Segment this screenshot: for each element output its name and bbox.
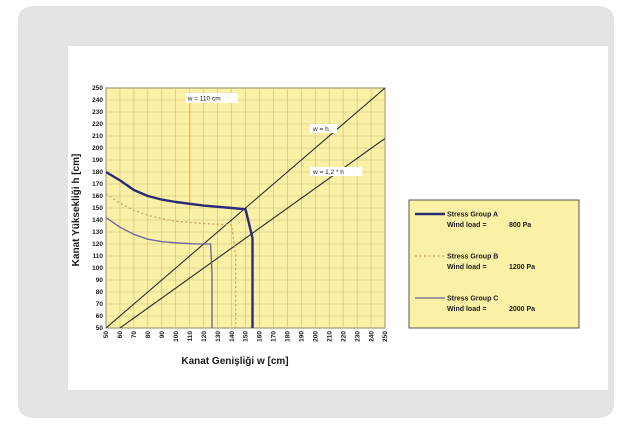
x-tick-label: 240: [368, 331, 375, 342]
x-tick-label: 80: [145, 331, 152, 339]
legend-series-name: Stress Group A: [447, 212, 498, 219]
y-tick-label: 150: [92, 205, 103, 212]
y-tick-label: 200: [92, 145, 103, 152]
x-tick-label: 190: [299, 331, 306, 342]
y-tick-label: 90: [96, 277, 104, 284]
y-tick-label: 180: [92, 169, 103, 176]
y-tick-label: 190: [92, 157, 103, 164]
series-line: [106, 193, 237, 328]
y-tick-label: 110: [93, 253, 104, 260]
x-tick-label: 210: [326, 331, 333, 342]
reference-line-label: w = h: [312, 126, 329, 133]
x-tick-label: 90: [159, 331, 166, 339]
y-tick-label: 170: [92, 181, 103, 188]
y-tick-label: 100: [92, 265, 103, 272]
y-tick-label: 230: [92, 109, 103, 116]
y-tick-label: 70: [96, 301, 104, 308]
annotation-label-bg: [185, 93, 238, 103]
x-axis-title: Kanat Genişliği w [cm]: [181, 356, 288, 367]
x-tick-label: 160: [257, 331, 264, 342]
y-tick-label: 240: [92, 97, 103, 104]
reference-label-bg: [310, 124, 337, 133]
x-tick-label: 140: [229, 331, 236, 342]
x-tick-label: 180: [285, 331, 292, 342]
y-tick-label: 80: [96, 289, 104, 296]
x-tick-label: 130: [215, 331, 222, 342]
y-axis-title: Kanat Yüksekliği h [cm]: [71, 154, 82, 267]
x-tick-label: 170: [271, 331, 278, 342]
y-tick-label: 210: [92, 133, 103, 140]
reference-label-bg: [310, 167, 363, 176]
grid: [105, 87, 386, 329]
x-tick-label: 150: [243, 331, 250, 342]
y-tick-label: 140: [92, 217, 103, 224]
legend-load-label: Wind load =: [447, 222, 486, 229]
y-tick-label: 250: [92, 85, 103, 92]
legend-load-label: Wind load =: [447, 264, 486, 271]
x-tick-label: 220: [340, 331, 347, 342]
reference-line-label: w = 1,2 * h: [312, 169, 344, 176]
x-tick-label: 110: [187, 331, 194, 342]
series: [106, 170, 254, 328]
y-tick-label: 50: [96, 325, 104, 332]
x-tick-label: 50: [103, 331, 110, 339]
annotations: w = 110 cm: [185, 93, 238, 211]
y-tick-label: 120: [92, 241, 103, 248]
legend-load-value: 2000 Pa: [509, 306, 535, 313]
legend-series-name: Stress Group C: [447, 296, 498, 303]
legend-load-value: 800 Pa: [509, 222, 531, 229]
x-tick-label: 70: [131, 331, 138, 339]
tick-labels: 50 60 70 80 90 100 110 120 130 140 150 160 170 180 190…: [92, 85, 389, 342]
legend-box: [408, 199, 580, 329]
y-tick-label: 160: [92, 193, 103, 200]
annotation-label: w = 110 cm: [187, 96, 221, 103]
legend: Stress Group A Wind load = 800 Pa Stress Gr…: [408, 199, 580, 329]
y-tick-label: 60: [96, 313, 104, 320]
x-tick-label: 230: [354, 331, 361, 342]
x-tick-label: 250: [382, 331, 389, 342]
y-tick-label: 220: [92, 121, 103, 128]
x-tick-label: 60: [117, 331, 124, 339]
x-tick-label: 120: [201, 331, 208, 342]
legend-load-value: 1200 Pa: [509, 264, 535, 271]
x-tick-label: 200: [312, 331, 319, 342]
legend-series-name: Stress Group B: [447, 254, 498, 261]
series-line: [106, 217, 213, 328]
legend-load-label: Wind load =: [447, 306, 486, 313]
series-line: [106, 170, 254, 328]
y-tick-label: 130: [92, 229, 103, 236]
x-tick-label: 100: [173, 331, 180, 342]
